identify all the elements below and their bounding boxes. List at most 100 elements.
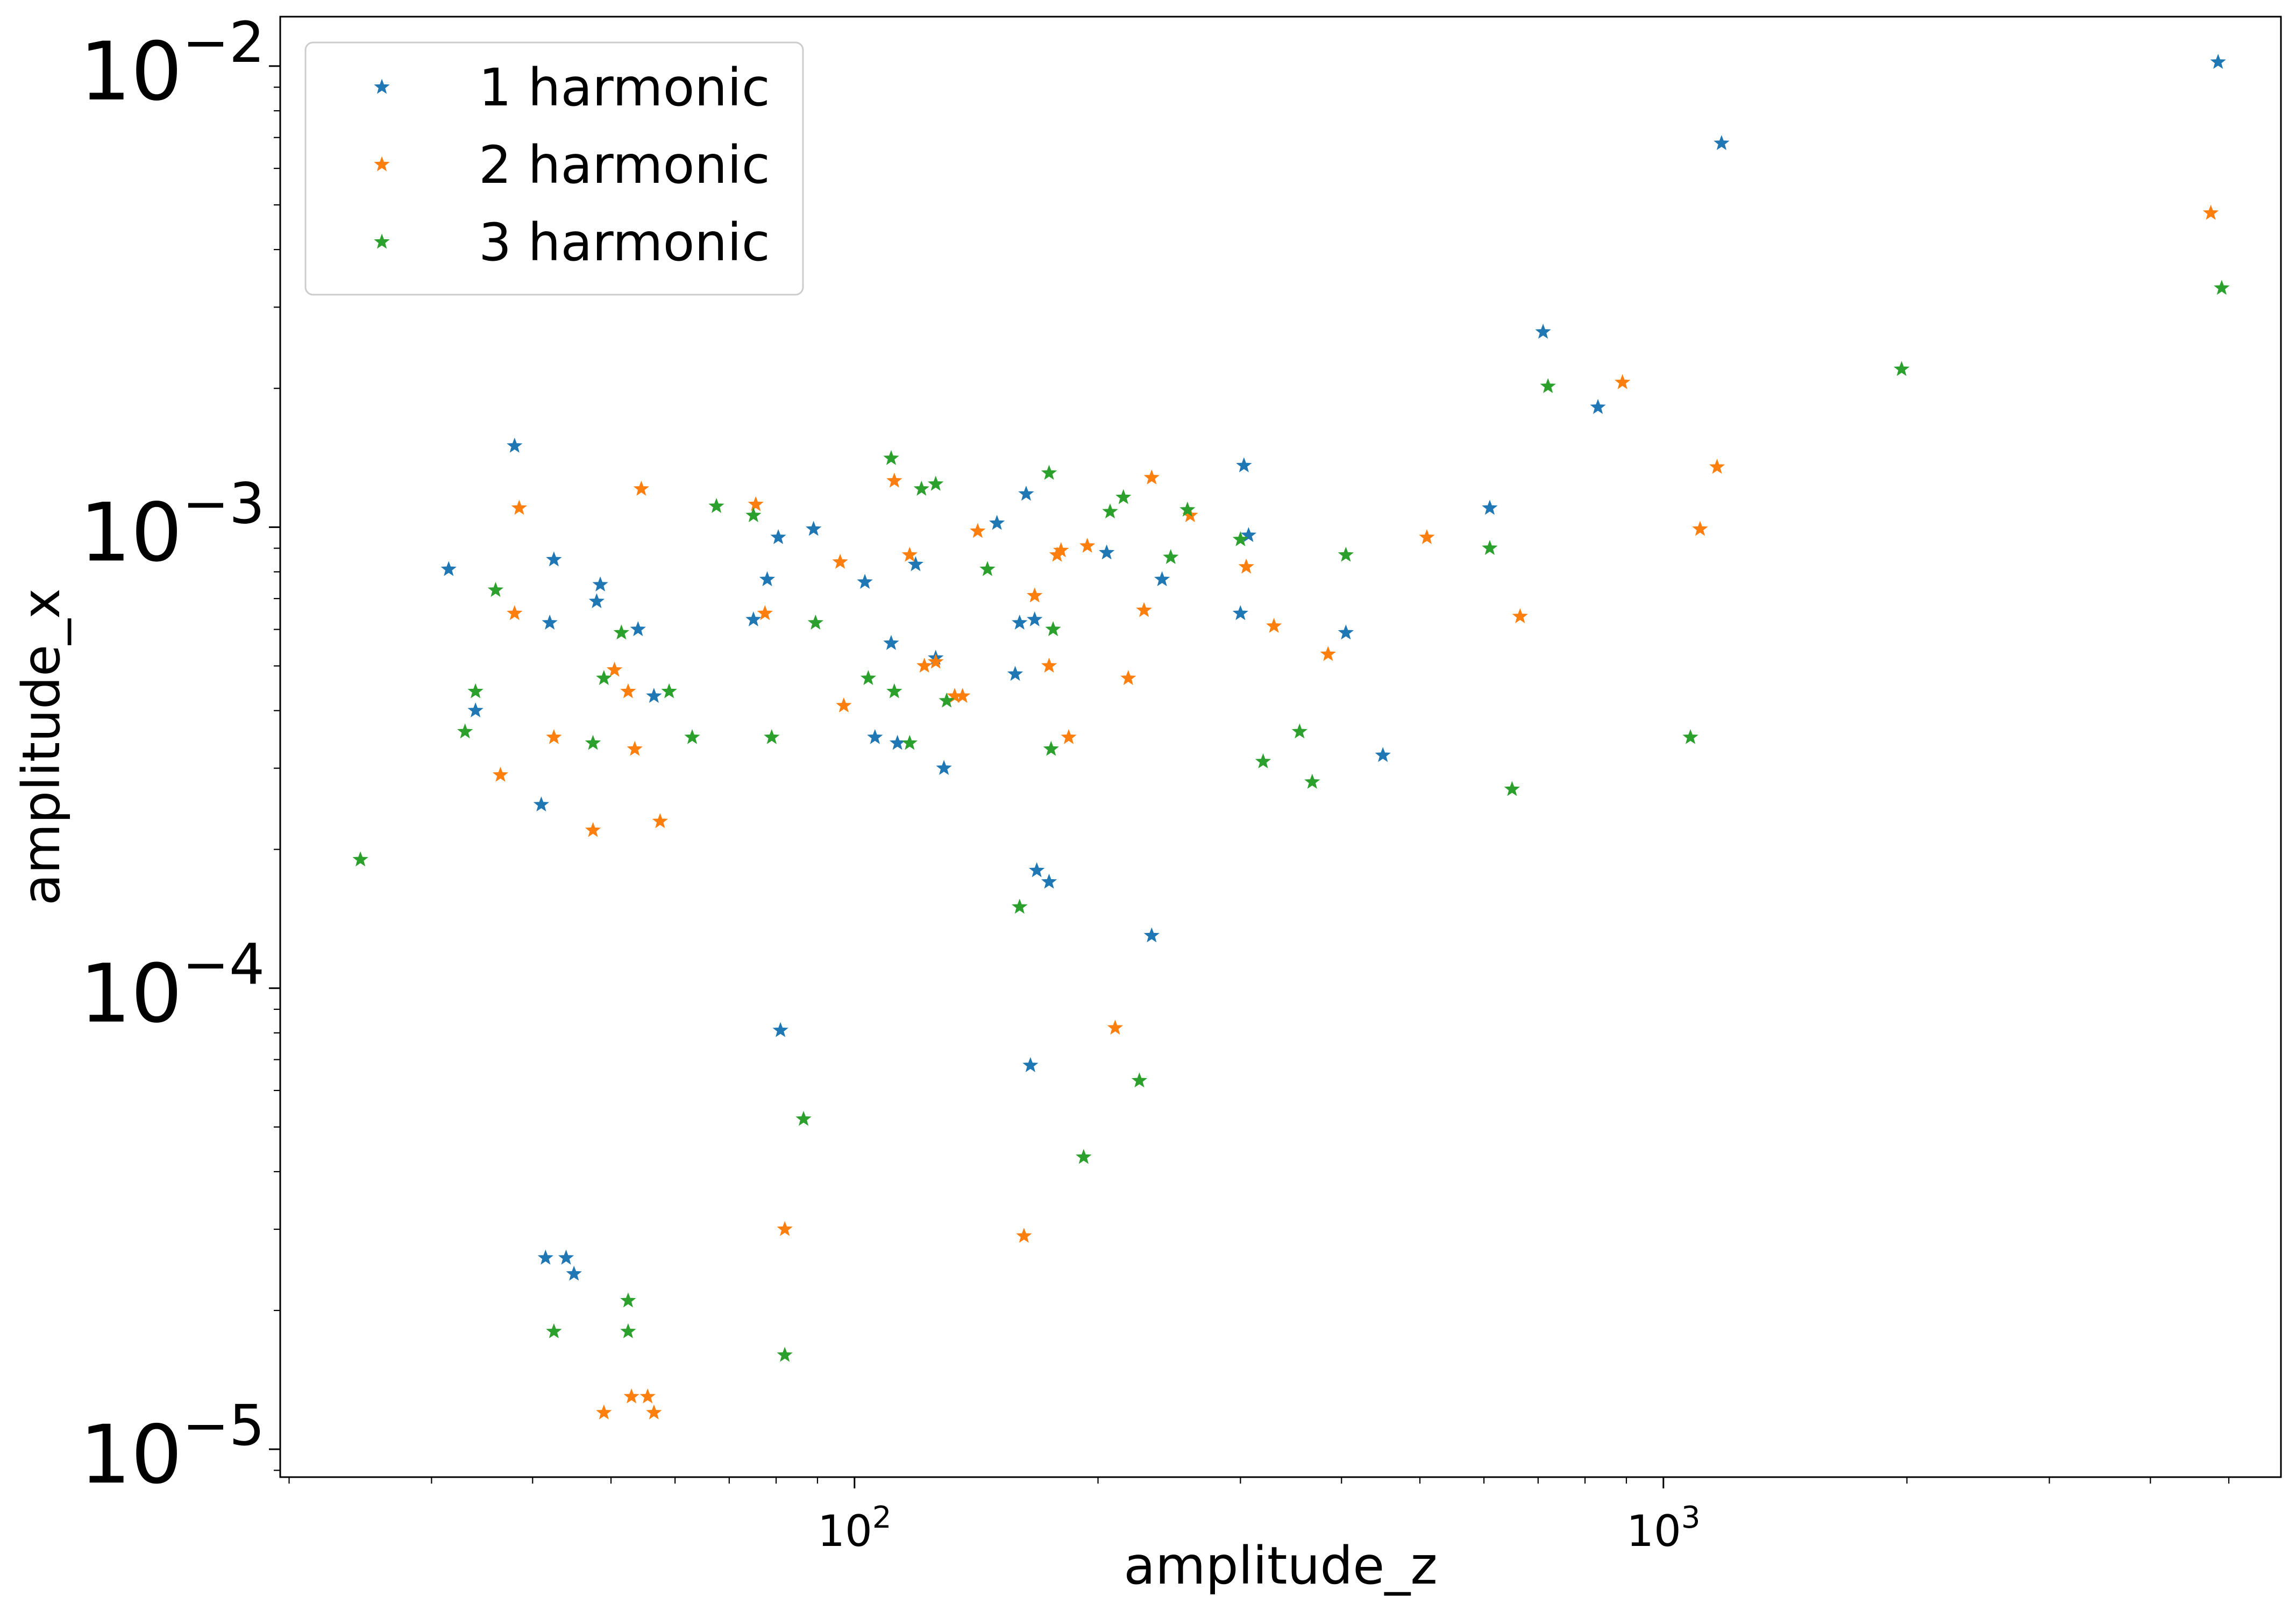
series-1-point — [1022, 1057, 1039, 1072]
series-1-point — [1482, 500, 1498, 515]
series-2-point — [1016, 1228, 1032, 1243]
series-2-point — [954, 688, 971, 703]
series-3-point — [807, 614, 824, 630]
series-1-point — [2210, 54, 2226, 69]
series-2-point — [623, 1388, 639, 1403]
series-2-point — [646, 1404, 662, 1420]
series-1-point — [1338, 624, 1354, 640]
series-1-point — [1007, 666, 1023, 681]
legend-label-series-1: 1 harmonic — [479, 58, 770, 118]
series-1-point — [759, 571, 776, 587]
series-1-point — [1232, 605, 1249, 621]
series-3-point — [901, 735, 918, 750]
series-3-point — [1115, 489, 1132, 504]
series-1-point — [857, 574, 873, 589]
series-3-point — [1504, 781, 1520, 796]
series-3-point — [352, 851, 368, 867]
series-2-point — [1041, 658, 1057, 673]
series-2-point — [507, 605, 523, 621]
series-3-point — [1291, 723, 1308, 739]
series-3-point — [777, 1346, 793, 1362]
series-3-point — [1338, 546, 1354, 562]
y-tick-label: 10−5 — [80, 1393, 265, 1502]
series-1-point — [533, 796, 550, 812]
series-1-point — [1154, 571, 1170, 587]
series-1-point — [630, 621, 646, 637]
series-2-point — [886, 472, 902, 488]
series-2-point — [1120, 670, 1136, 685]
y-axis-label: amplitude_x — [11, 588, 72, 906]
series-2-point — [832, 553, 848, 569]
series-1-point — [1012, 614, 1028, 630]
series-2-point — [1053, 542, 1069, 558]
series-2-point — [1027, 587, 1043, 603]
y-tick-label: 10−2 — [80, 10, 265, 119]
series-1-point — [542, 614, 558, 630]
series-3-point — [1540, 378, 1556, 394]
series-2-point — [620, 683, 636, 698]
series-2-point — [1061, 729, 1077, 744]
series-3-point — [1076, 1149, 1092, 1164]
plot-area-frame — [279, 16, 2282, 1478]
legend-box — [304, 41, 804, 296]
series-3-point — [939, 692, 955, 708]
legend: 1 harmonic 2 harmonic 3 harmonic — [304, 41, 804, 296]
series-2-point — [748, 496, 764, 511]
series-2-point — [546, 729, 562, 744]
series-3-point — [596, 670, 612, 685]
series-1-point — [1714, 135, 1730, 151]
series-2-point — [757, 605, 773, 621]
legend-marker-series-2 — [374, 156, 390, 172]
series-2-point — [777, 1221, 793, 1236]
series-1-point — [806, 521, 822, 536]
series-1-point — [989, 515, 1005, 530]
series-3-point — [546, 1323, 562, 1338]
series-3-point — [1894, 361, 1910, 376]
series-1-point — [440, 561, 457, 576]
series-1-point — [883, 635, 899, 650]
x-tick-label: 102 — [818, 1500, 891, 1556]
series-3-point — [2214, 280, 2230, 295]
series-3-point — [1255, 753, 1271, 768]
series-2-point — [652, 813, 669, 829]
series-1-point — [546, 551, 562, 567]
series-2-point — [639, 1388, 656, 1403]
series-2-point — [901, 546, 918, 562]
series-2-point — [1107, 1020, 1124, 1035]
series-2-point — [606, 661, 623, 677]
series-3-point — [745, 507, 762, 523]
series-2-point — [836, 697, 852, 712]
series-2-point — [1079, 538, 1096, 553]
series-3-point — [1012, 899, 1028, 914]
series-3-point — [585, 735, 601, 750]
series-1-point — [1018, 486, 1034, 501]
series-1-point — [1375, 747, 1391, 762]
series-2-point — [928, 653, 944, 669]
legend-label-series-2: 2 harmonic — [479, 135, 770, 195]
legend-marker-series-1 — [374, 79, 390, 94]
series-1-point — [745, 611, 762, 626]
series-1-point — [566, 1265, 582, 1281]
series-3-point — [467, 683, 484, 698]
series-1-point — [507, 437, 523, 453]
series-3-point — [1232, 531, 1249, 546]
series-2-point — [970, 523, 986, 538]
series-2-point — [1238, 558, 1254, 574]
series-1-point — [867, 729, 883, 744]
series-1-point — [936, 760, 952, 775]
series-3-point — [1682, 729, 1698, 744]
y-tick-label: 10−3 — [80, 471, 265, 580]
series-3-point — [886, 683, 902, 698]
series-2-point — [492, 766, 509, 782]
series-2-point — [1136, 602, 1152, 617]
series-1-point — [537, 1249, 554, 1265]
series-3-point — [613, 624, 630, 640]
series-2-point — [1266, 617, 1282, 633]
series-2-point — [596, 1404, 612, 1420]
series-2-point — [2202, 204, 2219, 220]
series-2-point — [1320, 646, 1336, 661]
series-1-point — [1028, 862, 1045, 878]
x-axis-label: amplitude_z — [1124, 1536, 1438, 1596]
